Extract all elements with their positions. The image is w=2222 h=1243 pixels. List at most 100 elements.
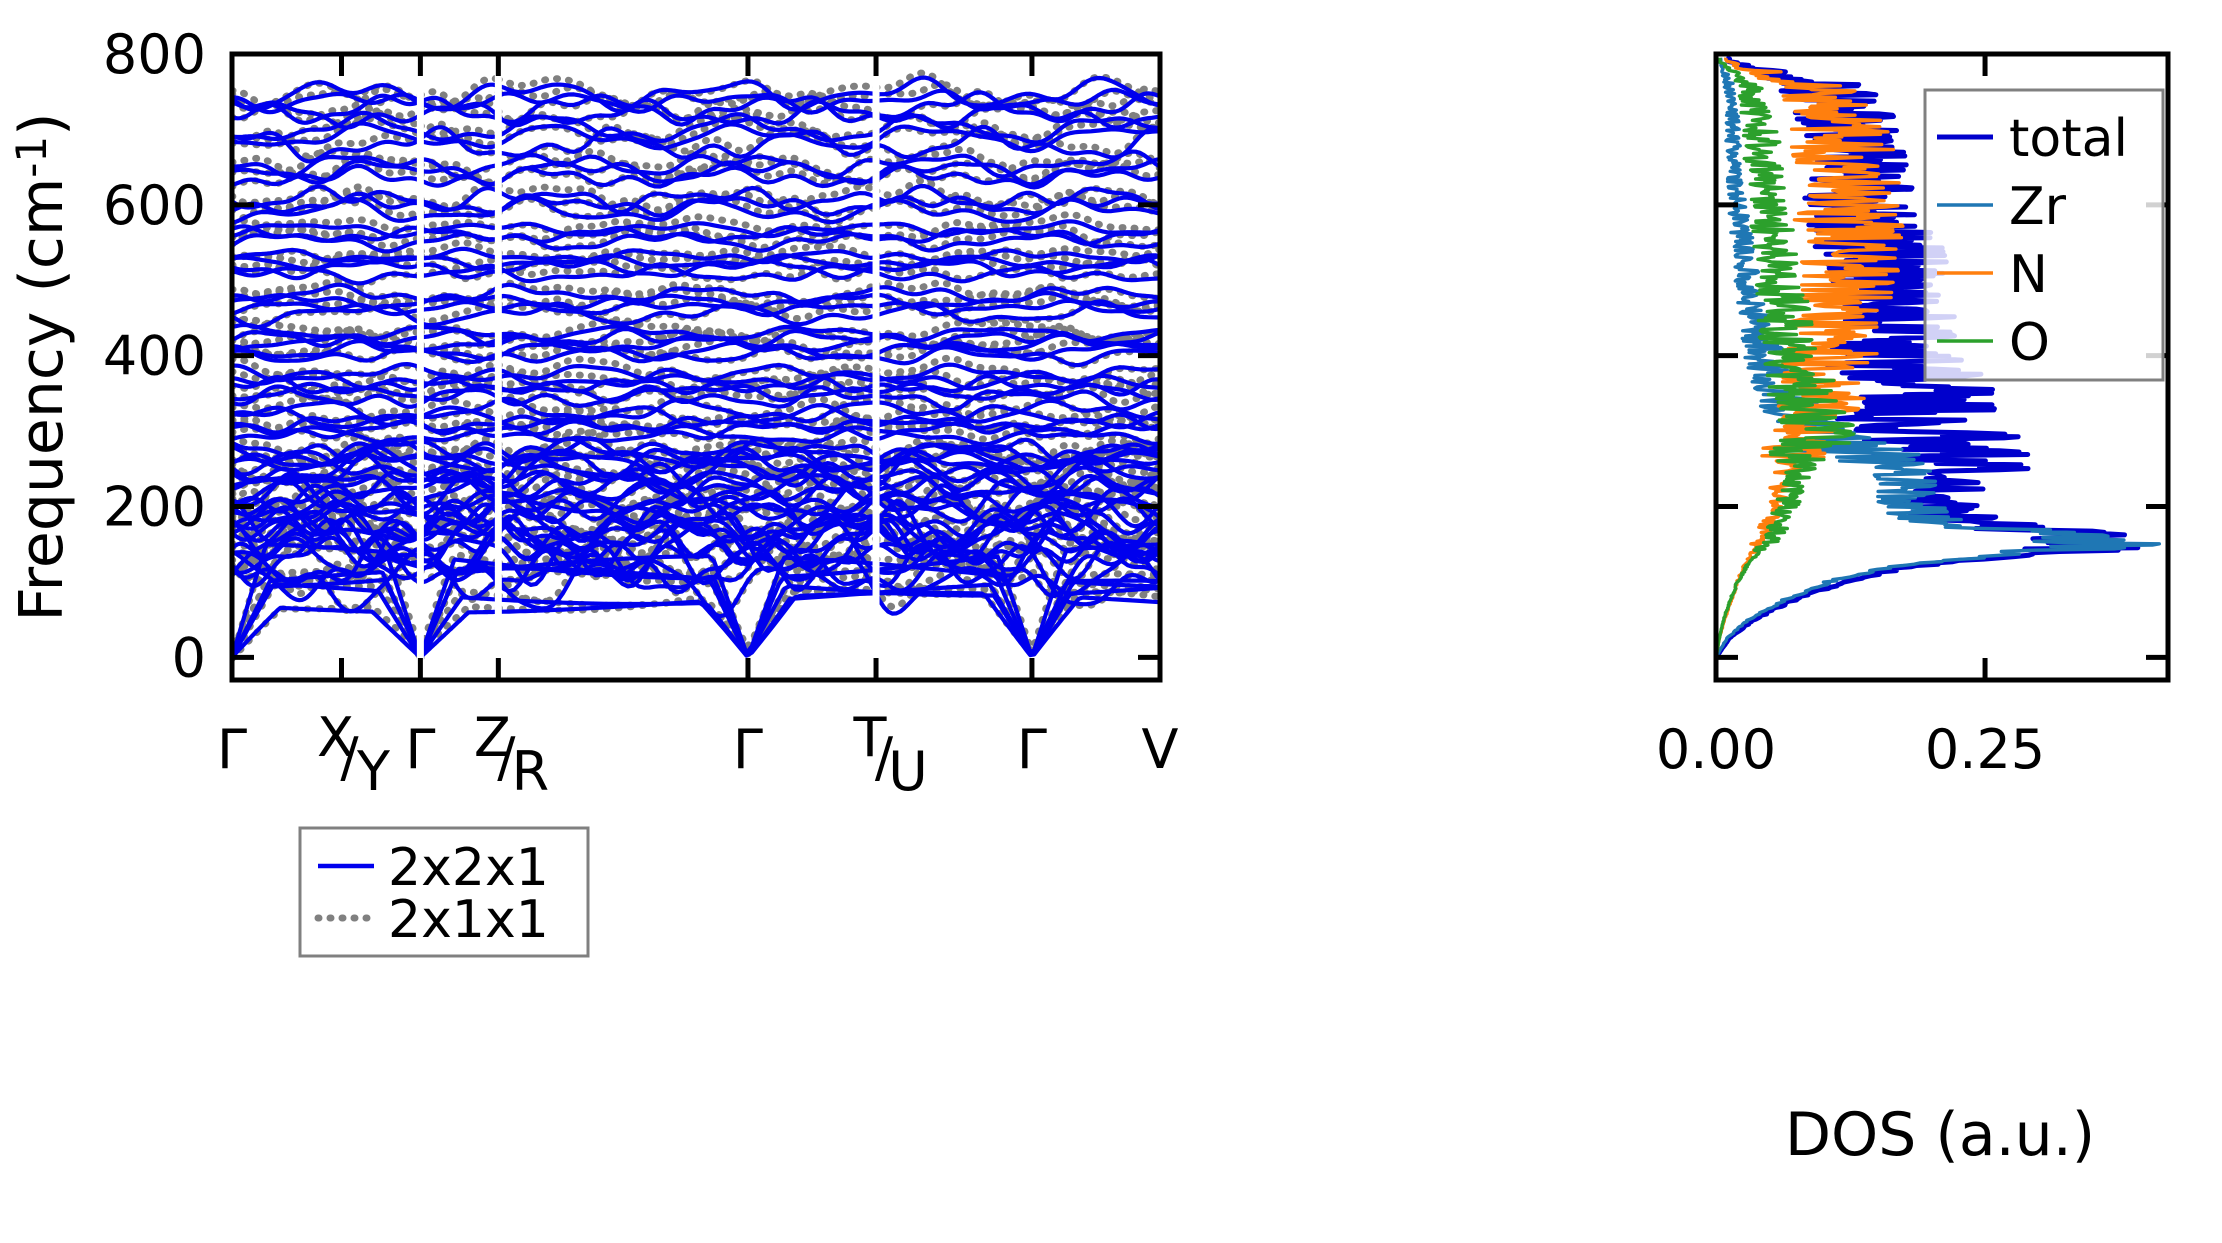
band-x-tick-label: T/U [853,706,928,803]
band-line-2x2x1 [232,497,1160,554]
y-axis-label: Frequency (cm-1) [7,112,77,621]
axis-titles: Frequency (cm-1) DOS (a.u.) [7,112,2095,1170]
dos-curve-Zr [1716,57,2161,659]
band-y-tick-label: 0 [172,626,206,689]
band-line-2x2x1 [232,412,1160,436]
band-line-2x2x1 [232,184,1160,215]
band-line-2x1x1 [232,151,1160,187]
band-x-tick-label: Γ [217,718,247,781]
band-line-2x2x1 [232,121,1160,154]
dos-axes-frame [1713,51,2171,683]
band-line-2x2x1 [232,483,1160,544]
band-line-2x2x1 [232,519,1160,587]
band-line-2x2x1 [232,75,1160,114]
dos-curve-N [1716,57,1905,658]
band-line-2x2x1 [232,110,1160,145]
band-curves-group [232,69,1160,663]
band-line-2x2x1 [232,219,1160,239]
band-y-tick-label: 200 [103,476,206,539]
band-x-tick-label-main: Z [474,706,511,769]
band-line-2x2x1 [232,396,1160,424]
band-line-2x2x1 [232,149,1160,180]
band-x-tick-label: V [1142,718,1179,781]
band-line-2x2x1 [232,444,1160,496]
band-line-2x2x1 [232,451,1160,495]
band-x-tick-label-main: X [317,706,354,769]
band-line-2x1x1 [232,114,1160,151]
band-x-tick-slash: / [875,726,894,789]
band-line-2x2x1 [232,590,1160,660]
y-axis-label-text: Frequency (cm [7,178,77,622]
band-x-tick-label-main: Γ [1017,718,1047,781]
band-line-2x2x1 [232,536,1160,599]
band-line-2x2x1 [232,403,1160,430]
band-line-2x2x1 [232,322,1160,344]
dos-legend[interactable]: total Zr NO [1923,88,2165,382]
band-x-tick-label-sub: U [888,740,928,803]
dos-panel: 0.00 0.25 total Zr NO [1656,51,2171,781]
band-line-2x1x1 [232,536,1160,663]
band-line-2x2x1 [232,423,1160,447]
band-line-2x2x1 [232,471,1160,517]
band-legend-label-2x1x1: 2x1x1 [388,890,549,950]
band-line-2x2x1 [232,489,1160,530]
band-line-2x2x1 [232,224,1160,246]
dos-legend-label-O: O [2009,313,2050,373]
band-legend-box [298,826,590,958]
dos-legend-label-total: total [2009,109,2128,169]
dos-x-tick-label: 0.25 [1925,718,2045,781]
band-x-tick-label-main: Γ [405,718,435,781]
band-line-2x2x1 [232,246,1160,265]
band-x-tick-label: X/Y [317,706,391,803]
band-legend-label-2x2x1: 2x2x1 [388,838,549,898]
band-y-tick-label: 600 [103,174,206,237]
dos-x-tick-label: 0.00 [1656,718,1776,781]
band-x-tick-label: Γ [405,718,435,781]
band-line-2x2x1 [232,282,1160,307]
band-line-2x1x1 [232,210,1160,241]
band-line-2x2x1 [232,480,1160,527]
band-line-2x2x1 [232,502,1160,554]
band-line-2x2x1 [232,367,1160,391]
band-line-2x2x1 [232,87,1160,115]
band-line-2x2x1 [232,253,1160,272]
dos-x-axis-label: DOS (a.u.) [1785,1100,2095,1170]
band-y-ticks: 0 200 400 600 800 [103,23,1160,689]
band-x-tick-slash: / [340,726,359,789]
y-axis-label-tail: ) [7,112,77,135]
band-line-2x1x1 [232,183,1160,219]
band-line-2x2x1 [232,90,1160,127]
band-line-2x2x1 [232,384,1160,413]
band-y-tick-label: 400 [103,325,206,388]
band-break-lines [416,54,880,680]
band-line-2x2x1 [232,362,1160,385]
band-x-tick-label: Z/R [474,706,549,803]
band-x-tick-label-main: T [853,706,888,769]
dos-curve-O [1716,57,1856,658]
band-x-tick-label: Γ [733,718,763,781]
band-x-tick-label: Γ [1017,718,1047,781]
band-line-2x2x1 [232,436,1160,467]
band-x-tick-label-sub: Y [356,740,391,803]
band-y-tick-label: 800 [103,23,206,86]
band-line-2x2x1 [232,504,1160,567]
band-line-2x2x1 [232,339,1160,362]
band-x-tick-label-main: V [1142,718,1179,781]
band-line-2x2x1 [232,332,1160,354]
band-line-2x2x1 [232,262,1160,286]
band-x-tick-slash: / [497,726,516,789]
dos-legend-label-Zr: Zr [2009,177,2067,237]
band-x-tick-label-main: Γ [733,718,763,781]
band-x-ticks: Γ X/Y Γ Z/R Γ T/U Γ V [217,54,1179,803]
y-axis-label-exponent: -1 [7,136,56,178]
band-line-2x2x1 [232,157,1160,187]
dos-x-ticks: 0.00 0.25 [1656,54,2045,781]
dos-legend-label-N: N [2009,245,2048,305]
band-line-2x2x1 [232,298,1160,318]
band-x-tick-label-main: Γ [217,718,247,781]
band-x-tick-label-sub: R [512,740,550,803]
